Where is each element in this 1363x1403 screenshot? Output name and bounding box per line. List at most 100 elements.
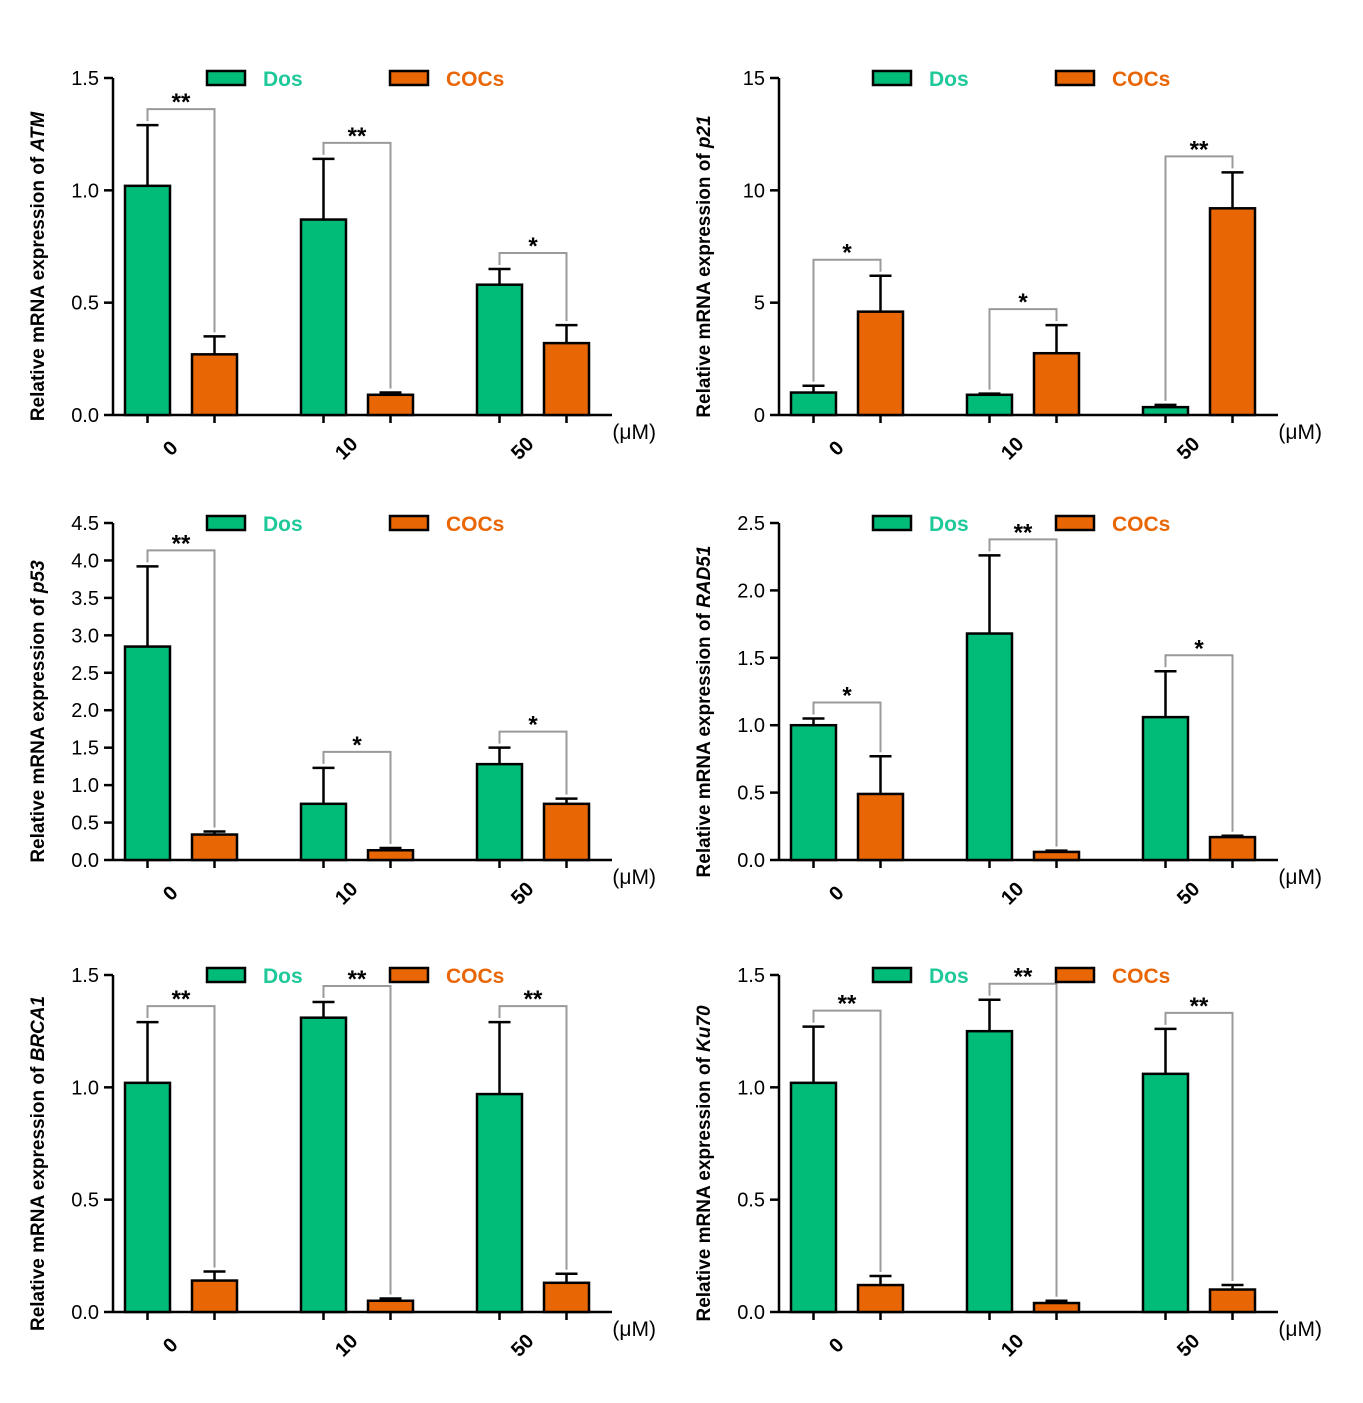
bar-cocs [190, 353, 239, 417]
bar-dos [123, 1081, 172, 1314]
bar-dos [299, 218, 348, 417]
significance-bracket [498, 1005, 568, 1270]
significance-label: ** [348, 123, 367, 150]
legend-swatch-dos [871, 514, 913, 532]
bar-cocs [366, 393, 415, 417]
x-category-label: 0 [159, 437, 182, 460]
significance-bracket [498, 730, 568, 795]
bar-dos [965, 632, 1014, 862]
y-tick-label: 2.0 [71, 700, 99, 722]
x-category-label: 10 [331, 433, 362, 464]
y-axis-label: Relative mRNA expression of p21 [694, 115, 715, 417]
bar-dos [965, 1029, 1014, 1314]
chart-panel-p53: Relative mRNA expression of p53 0.0 0.5 1.0… [0, 483, 670, 938]
chart-svg: Relative mRNA expression of p21 0 5 10 15 * 0 *… [694, 68, 1322, 464]
y-axis-label-gene: BRCA1 [28, 996, 49, 1061]
chart-svg: Relative mRNA expression of ATM 0.0 0.5 1.0… [28, 68, 656, 464]
x-unit-label: (μM) [1278, 1318, 1322, 1341]
y-tick-label: 2.5 [71, 663, 99, 685]
significance-label: * [1018, 289, 1028, 316]
legend-swatch-cocs [388, 966, 430, 984]
significance-label: ** [172, 986, 191, 1013]
significance-label: * [528, 712, 538, 739]
bar-dos [1141, 715, 1190, 862]
chart-panel-rad51: Relative mRNA expression of RAD51 0.0 0.5 1… [666, 483, 1336, 938]
x-category-label: 10 [997, 878, 1028, 909]
x-category-label: 50 [507, 433, 538, 464]
chart-panel-brca1: Relative mRNA expression of BRCA1 0.0 0.5 1… [0, 935, 670, 1390]
chart-svg: Relative mRNA expression of Ku70 0.0 0.5 1.… [694, 964, 1322, 1362]
x-category-label: 50 [507, 878, 538, 909]
legend-swatch-dos [205, 966, 247, 984]
y-tick-label: 0.5 [71, 1190, 99, 1212]
significance-bracket [988, 538, 1058, 847]
legend-label-dos: Dos [263, 68, 303, 91]
chart-svg: Relative mRNA expression of BRCA1 0.0 0.5 1… [28, 965, 656, 1361]
bar-dos [475, 283, 524, 417]
significance-bracket [498, 251, 568, 322]
y-axis-label: Relative mRNA expression of p53 [28, 560, 49, 863]
bar-cocs [1032, 351, 1081, 417]
x-unit-label: (μM) [612, 866, 656, 889]
legend-label-cocs: COCs [1112, 68, 1170, 91]
bar-cocs [1032, 1301, 1081, 1314]
bar-dos [789, 723, 838, 862]
bar-dos [1141, 405, 1190, 417]
x-category-label: 50 [1173, 433, 1204, 464]
legend-swatch-cocs [1054, 514, 1096, 532]
bar-dos [299, 802, 348, 862]
significance-label: ** [1190, 993, 1209, 1020]
significance-bracket [146, 108, 216, 333]
legend-swatch-cocs [388, 514, 430, 532]
legend-swatch-dos [871, 966, 913, 984]
y-axis-label-gene: p21 [694, 115, 715, 149]
significance-bracket [1164, 654, 1234, 832]
significance-bracket [1164, 1011, 1234, 1282]
legend-swatch-cocs [388, 69, 430, 87]
y-tick-label: 1.5 [737, 965, 765, 987]
y-axis-label-gene: RAD51 [694, 546, 715, 608]
y-axis-label-prefix: Relative mRNA expression of [694, 1052, 715, 1322]
significance-label: * [842, 682, 852, 709]
significance-label: ** [1014, 964, 1033, 991]
significance-bracket [812, 1009, 882, 1273]
x-category-label: 0 [825, 437, 848, 460]
chart-svg: Relative mRNA expression of RAD51 0.0 0.5 1… [694, 513, 1322, 909]
significance-bracket [322, 141, 392, 389]
y-tick-label: 1.0 [71, 775, 99, 797]
y-tick-label: 0.0 [71, 850, 99, 872]
significance-bracket [322, 750, 392, 845]
x-category-label: 10 [997, 1330, 1028, 1361]
legend-label-dos: Dos [929, 513, 969, 536]
significance-bracket [812, 701, 882, 753]
legend-swatch-dos [205, 69, 247, 87]
y-axis-label-prefix: Relative mRNA expression of [694, 608, 715, 878]
significance-label: ** [1014, 519, 1033, 546]
bar-cocs [190, 1279, 239, 1314]
significance-label: * [1194, 635, 1204, 662]
significance-label: * [352, 732, 362, 759]
x-category-label: 50 [1173, 878, 1204, 909]
bar-dos [789, 1081, 838, 1314]
significance-label: * [528, 233, 538, 260]
bar-cocs [190, 833, 239, 862]
y-tick-label: 1.0 [71, 180, 99, 202]
y-tick-label: 1.5 [71, 738, 99, 760]
bar-dos [789, 391, 838, 417]
significance-bracket [988, 982, 1058, 1297]
bar-cocs [856, 310, 905, 417]
y-tick-label: 0.0 [71, 405, 99, 427]
x-category-label: 50 [507, 1330, 538, 1361]
bar-cocs [1208, 1288, 1257, 1314]
y-axis-label-prefix: Relative mRNA expression of [694, 148, 715, 418]
bar-dos [123, 645, 172, 862]
y-axis-label-prefix: Relative mRNA expression of [28, 152, 49, 422]
y-axis-label: Relative mRNA expression of Ku70 [694, 1005, 715, 1322]
legend-label-dos: Dos [263, 965, 303, 988]
bar-cocs [542, 802, 591, 862]
legend-swatch-dos [205, 514, 247, 532]
y-tick-label: 4.0 [71, 550, 99, 572]
y-axis-label-prefix: Relative mRNA expression of [28, 1061, 49, 1331]
y-axis-label-prefix: Relative mRNA expression of [28, 593, 49, 863]
legend-label-cocs: COCs [1112, 965, 1170, 988]
